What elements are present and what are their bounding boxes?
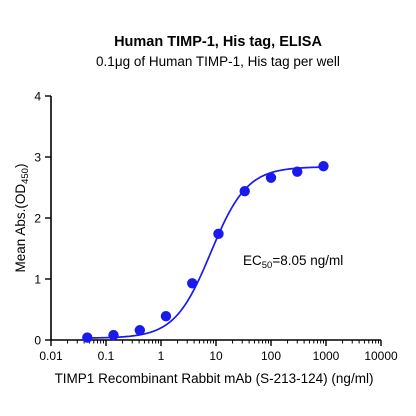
data-point [160, 311, 172, 322]
fit-curve [86, 166, 327, 339]
y-axis-ticks: 0 1 2 3 4 [34, 90, 51, 348]
x-tick-label: 0.1 [98, 349, 115, 363]
data-points [82, 160, 329, 343]
x-axis-ticks: 0.01 0.1 1 10 100 1000 10000 [39, 340, 398, 363]
chart-subtitle: 0.1μg of Human TIMP-1, His tag per well [96, 54, 340, 69]
y-tick-label: 2 [34, 212, 41, 226]
chart-title: Human TIMP-1, His tag, ELISA [114, 34, 322, 50]
y-tick-label: 0 [34, 334, 41, 348]
data-point [265, 172, 277, 183]
data-point [239, 185, 250, 197]
data-point [187, 278, 198, 289]
x-tick-label: 0.01 [39, 349, 63, 363]
x-tick-label: 100 [261, 349, 281, 363]
data-point [213, 228, 224, 240]
plot-area: 0.01 0.1 1 10 100 1000 10000 0 1 2 3 4 [34, 90, 398, 364]
y-tick-label: 3 [34, 151, 41, 165]
data-point [82, 332, 93, 343]
x-tick-label: 1 [158, 349, 165, 363]
ec50-subscript: 50 [262, 260, 273, 271]
data-point [108, 329, 119, 341]
x-axis-label: TIMP1 Recombinant Rabbit mAb (S-213-124)… [55, 371, 374, 386]
ec50-annotation: EC50=8.05 ng/ml [243, 253, 343, 271]
data-point [134, 325, 146, 336]
y-tick-label: 1 [34, 273, 41, 287]
y-tick-label: 4 [34, 90, 41, 104]
y-axis-label: Mean Abs.(OD450) [13, 164, 31, 273]
x-tick-label: 10000 [364, 349, 398, 363]
data-point [318, 160, 329, 172]
data-point [292, 166, 303, 177]
x-tick-label: 1000 [313, 349, 340, 363]
y-axis-label-subscript: 450 [20, 168, 31, 184]
x-tick-label: 10 [209, 349, 223, 363]
